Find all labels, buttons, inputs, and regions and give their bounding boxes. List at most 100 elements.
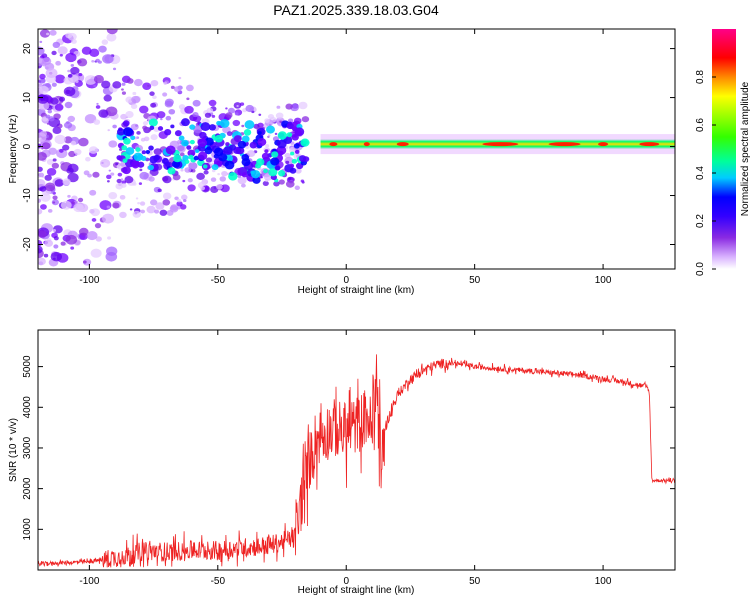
spectrogram-noise-blob [90, 248, 102, 258]
spectrogram-cluster-blob [206, 146, 211, 150]
spectrogram-cluster-blob [184, 159, 190, 164]
spectrogram-cluster-blob [174, 130, 182, 137]
colorbar-tick-label: 0.6 [695, 118, 706, 132]
spectrogram-noise-blob [301, 116, 310, 123]
spectrogram-y-tick-label: -10 [22, 188, 33, 203]
spectrogram-x-tick-label: 50 [469, 275, 481, 286]
spectrogram-cluster-blob [157, 126, 164, 131]
spectrogram-cluster-blob [123, 127, 134, 137]
spectrogram-noise-blob [47, 209, 53, 213]
snr-x-tick-label: -100 [79, 576, 99, 587]
spectrogram-noise-blob [142, 125, 148, 130]
spectrogram-noise-blob [38, 46, 45, 56]
spectrogram-noise-blob [101, 39, 109, 45]
spectrogram-noise-blob [106, 174, 112, 180]
spectrogram-noise-blob [38, 152, 47, 161]
spectrogram-noise-blob [45, 68, 58, 79]
spectrogram-noise-blob [95, 105, 101, 109]
spectrogram-noise-blob [155, 202, 165, 210]
spectrogram-noise-blob [120, 178, 124, 181]
spectrogram-noise-blob [225, 112, 233, 119]
spectrogram-cluster-blob [122, 120, 130, 127]
spectrogram-noise-blob [102, 213, 115, 224]
spectrogram-noise-blob [107, 180, 110, 183]
spectrogram-noise-blob [160, 118, 163, 121]
spectrogram-noise-blob [142, 82, 152, 91]
spectrogram-cluster-blob [257, 138, 267, 147]
spectrogram-noise-blob [241, 183, 246, 188]
spectrogram-noise-blob [53, 236, 59, 241]
spectrogram-cluster-blob [125, 147, 135, 155]
spectrogram-noise-blob [188, 162, 198, 170]
spectrogram-x-tick-label: -50 [211, 275, 226, 286]
spectrogram-cluster-blob [204, 137, 214, 146]
spectrogram-noise-blob [78, 137, 89, 147]
spectrogram-noise-blob [60, 200, 72, 210]
spectrogram-noise-blob [139, 201, 146, 206]
spectrogram-noise-blob [285, 160, 290, 165]
spectrogram-cluster-blob [208, 124, 217, 131]
spectrogram-cluster-blob [148, 118, 158, 127]
spectrogram-cluster-blob [193, 155, 199, 161]
spectrogram-cluster-blob [218, 153, 228, 162]
spectrogram-noise-blob [125, 111, 134, 118]
spectrogram-cluster-blob [141, 150, 147, 155]
spectrogram-noise-blob [279, 120, 283, 123]
spectrogram-noise-blob [140, 209, 146, 214]
signal-peak [639, 142, 660, 147]
spectrogram-noise-blob [227, 107, 235, 114]
snr-y-tick-label: 2000 [22, 477, 33, 500]
spectrogram-noise-blob [83, 170, 90, 176]
spectrogram-noise-blob [216, 184, 223, 190]
spectrogram-noise-blob [77, 58, 88, 67]
spectrogram-noise-blob [81, 46, 92, 55]
spectrogram-cluster-blob [122, 166, 131, 175]
spectrogram-ylabel: Frequency (Hz) [8, 115, 19, 184]
spectrogram-noise-blob [130, 123, 139, 131]
spectrogram-noise-blob [67, 73, 73, 78]
spectrogram-noise-blob [132, 91, 137, 96]
spectrogram-noise-blob [137, 202, 140, 205]
snr-x-ticks: -100 -50 0 50 100 [79, 330, 612, 587]
spectrogram-noise-blob [157, 188, 162, 193]
spectrogram-noise-blob [172, 173, 181, 181]
snr-y-ticks: 1000 2000 3000 4000 5000 [22, 355, 675, 540]
spectrogram-cluster-blob [173, 154, 182, 163]
spectrogram-cluster-blob [170, 124, 175, 129]
spectrogram-noise-blob [73, 203, 84, 213]
spectrogram-noise-blob [133, 78, 143, 87]
spectrogram-noise-blob [260, 176, 264, 179]
spectrogram-noise-blob [246, 150, 256, 158]
spectrogram-noise-blob [183, 199, 187, 203]
spectrogram-noise-blob [115, 162, 119, 166]
spectrogram-noise-blob [51, 82, 57, 87]
spectrogram-noise-blob [226, 131, 233, 137]
spectrogram-noise-blob [152, 95, 157, 100]
spectrogram-cluster-blob [277, 131, 287, 140]
spectrogram-noise-blob [84, 113, 97, 124]
spectrogram-noise-blob [52, 201, 56, 204]
spectrogram-noise-blob [67, 69, 71, 73]
spectrogram-noise-blob [86, 230, 98, 241]
spectrogram-cluster-blob [264, 149, 269, 153]
spectrogram-noise-blob [142, 121, 149, 126]
signal-peak [548, 142, 581, 147]
spectrogram-noise-blob [274, 132, 278, 135]
spectrogram-noise-blob [174, 196, 179, 201]
signal-peak [598, 142, 609, 147]
spectrogram-noise-blob [44, 239, 53, 247]
spectrogram-noise-blob [77, 197, 84, 203]
spectrogram-noise-blob [106, 205, 111, 209]
spectrogram-noise-blob [278, 179, 285, 185]
spectrogram-noise-blob [139, 168, 143, 172]
spectrogram-cluster-blob [263, 168, 268, 174]
spectrogram-noise-blob [65, 32, 73, 39]
spectrogram-noise-blob [98, 45, 107, 53]
spectrogram-cluster-blob [268, 168, 278, 177]
spectrogram-noise-blob [126, 78, 134, 84]
snr-frame [37, 329, 676, 571]
spectrogram-cluster-blob [167, 167, 176, 175]
spectrogram-noise-blob [162, 192, 172, 200]
spectrogram-noise-blob [39, 130, 47, 137]
spectrogram-noise-blob [102, 54, 114, 64]
